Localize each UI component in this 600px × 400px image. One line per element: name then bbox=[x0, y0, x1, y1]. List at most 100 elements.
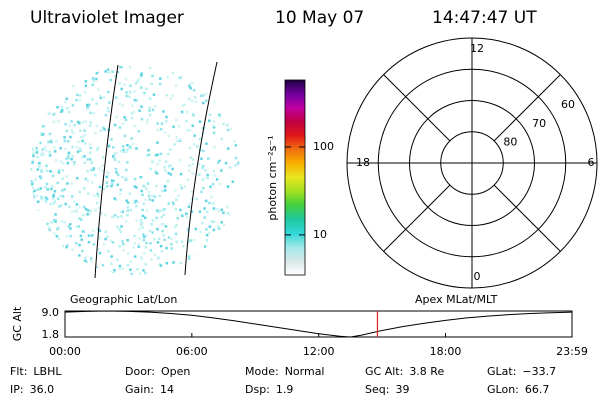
image-pixel bbox=[53, 232, 56, 235]
image-pixel bbox=[31, 256, 35, 260]
image-pixel bbox=[126, 209, 130, 212]
image-pixel bbox=[244, 104, 247, 107]
image-pixel bbox=[200, 94, 203, 98]
image-pixel bbox=[232, 252, 235, 255]
image-pixel bbox=[156, 153, 159, 156]
image-pixel bbox=[83, 133, 87, 137]
image-pixel bbox=[75, 146, 79, 149]
image-pixel bbox=[188, 83, 192, 86]
image-pixel bbox=[64, 268, 67, 271]
image-pixel bbox=[118, 267, 121, 270]
image-pixel bbox=[86, 179, 90, 183]
image-pixel bbox=[91, 83, 94, 87]
image-pixel bbox=[72, 131, 75, 135]
image-pixel bbox=[79, 69, 83, 72]
status-field: Dsp: 1.9 bbox=[245, 383, 293, 396]
image-pixel bbox=[98, 237, 101, 240]
image-pixel bbox=[59, 146, 62, 150]
image-pixel bbox=[188, 146, 191, 150]
image-pixel bbox=[124, 220, 128, 223]
image-pixel bbox=[30, 146, 33, 150]
image-pixel bbox=[161, 189, 164, 193]
image-pixel bbox=[71, 248, 74, 251]
image-pixel bbox=[34, 120, 37, 123]
image-pixel bbox=[140, 257, 144, 260]
colorbar bbox=[284, 79, 306, 276]
image-pixel bbox=[218, 182, 221, 185]
image-pixel bbox=[36, 200, 40, 204]
image-pixel bbox=[243, 68, 246, 71]
image-pixel bbox=[176, 217, 180, 220]
image-pixel bbox=[38, 164, 42, 167]
mlt-label: 6 bbox=[588, 156, 595, 169]
image-pixel bbox=[83, 129, 86, 132]
image-pixel bbox=[208, 89, 211, 92]
image-pixel bbox=[133, 242, 136, 245]
image-pixel bbox=[200, 68, 204, 71]
image-pixel bbox=[91, 229, 95, 232]
image-pixel bbox=[86, 213, 89, 216]
image-pixel bbox=[178, 159, 182, 162]
image-pixel bbox=[202, 101, 205, 105]
uv-image bbox=[30, 65, 247, 280]
image-pixel bbox=[111, 241, 115, 244]
image-pixel bbox=[113, 158, 117, 162]
image-pixel bbox=[141, 222, 144, 225]
image-pixel bbox=[218, 65, 222, 68]
image-pixel bbox=[60, 110, 63, 113]
image-pixel bbox=[172, 202, 175, 206]
image-pixel bbox=[78, 149, 81, 152]
image-pixel bbox=[164, 225, 168, 228]
image-pixel bbox=[180, 110, 184, 114]
image-pixel bbox=[92, 243, 96, 246]
status-label: Seq: bbox=[365, 383, 389, 396]
polar-spoke bbox=[383, 184, 451, 252]
image-pixel bbox=[225, 238, 229, 241]
image-pixel bbox=[156, 256, 160, 260]
image-pixel bbox=[54, 65, 57, 67]
image-pixel bbox=[198, 120, 202, 123]
image-pixel bbox=[116, 225, 119, 229]
image-pixel bbox=[48, 112, 51, 115]
image-pixel bbox=[87, 107, 90, 110]
image-pixel bbox=[39, 100, 43, 103]
image-pixel bbox=[205, 142, 208, 145]
image-pixel bbox=[168, 277, 171, 280]
image-pixel bbox=[87, 240, 91, 244]
image-pixel bbox=[52, 120, 55, 123]
image-pixel bbox=[60, 220, 64, 223]
image-pixel bbox=[133, 98, 137, 102]
image-pixel bbox=[32, 196, 36, 199]
image-pixel bbox=[128, 90, 132, 93]
image-pixel bbox=[42, 111, 45, 115]
image-pixel bbox=[239, 79, 240, 82]
image-pixel bbox=[52, 201, 55, 205]
image-pixel bbox=[81, 139, 84, 143]
image-pixel bbox=[125, 199, 128, 202]
image-pixel bbox=[189, 87, 192, 90]
image-pixel bbox=[212, 207, 216, 210]
image-pixel bbox=[76, 93, 79, 97]
image-pixel bbox=[213, 174, 216, 177]
image-pixel bbox=[152, 93, 156, 96]
image-pixel bbox=[142, 233, 145, 236]
image-pixel bbox=[201, 167, 204, 170]
image-pixel bbox=[102, 156, 105, 159]
image-pixel bbox=[162, 276, 165, 279]
image-pixel bbox=[194, 100, 198, 103]
image-pixel bbox=[201, 221, 204, 225]
image-pixel bbox=[225, 92, 229, 95]
image-pixel bbox=[85, 65, 89, 68]
image-pixel bbox=[91, 234, 94, 237]
image-pixel bbox=[175, 224, 178, 227]
status-label: GLon: bbox=[487, 383, 519, 396]
image-pixel bbox=[223, 224, 227, 227]
image-pixel bbox=[89, 146, 93, 150]
image-pixel bbox=[222, 122, 225, 126]
image-pixel bbox=[35, 146, 38, 150]
image-pixel bbox=[36, 232, 39, 235]
image-pixel bbox=[218, 72, 221, 75]
image-pixel bbox=[32, 148, 35, 152]
image-pixel bbox=[39, 262, 43, 265]
image-pixel bbox=[66, 182, 69, 185]
